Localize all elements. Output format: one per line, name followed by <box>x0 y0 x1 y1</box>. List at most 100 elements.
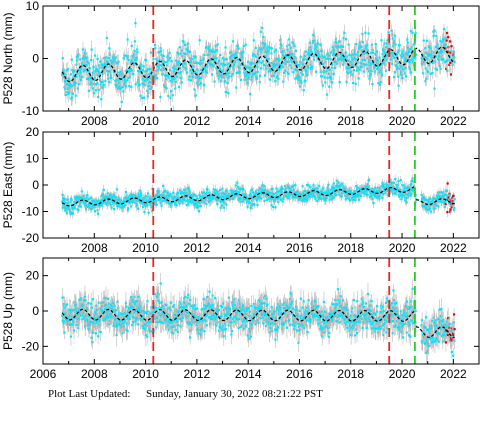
data-point <box>106 37 108 39</box>
x-tick-label: 2008 <box>81 114 108 128</box>
data-point <box>264 74 266 76</box>
data-point <box>314 198 316 200</box>
data-point <box>405 75 407 77</box>
data-point <box>236 182 238 184</box>
data-point <box>108 47 110 49</box>
data-point <box>117 87 119 89</box>
data-point <box>172 192 174 194</box>
data-point <box>178 53 180 55</box>
data-point <box>134 22 136 24</box>
data-point <box>364 59 366 61</box>
data-point <box>441 51 443 53</box>
data-point <box>100 98 102 100</box>
data-point <box>139 95 141 97</box>
data-point <box>135 83 137 85</box>
data-point <box>203 191 205 193</box>
x-tick-label: 2016 <box>286 114 313 128</box>
data-point <box>272 206 274 208</box>
data-point <box>388 31 390 33</box>
data-point <box>87 62 89 64</box>
data-point <box>380 39 382 41</box>
data-point <box>390 52 392 54</box>
data-point <box>148 85 150 87</box>
data-point <box>237 186 239 188</box>
data-point <box>189 51 191 53</box>
data-point <box>103 189 105 191</box>
data-point <box>225 203 227 205</box>
data-point <box>312 184 314 186</box>
data-point <box>238 47 240 49</box>
data-point <box>342 46 344 48</box>
outlier-point <box>447 36 449 38</box>
data-point <box>147 68 149 70</box>
data-point <box>86 194 88 196</box>
data-point <box>94 55 96 57</box>
data-point <box>68 91 70 93</box>
data-point <box>269 47 271 49</box>
data-point <box>123 57 125 59</box>
data-point <box>121 101 123 103</box>
data-point <box>265 67 267 69</box>
data-point <box>410 71 412 73</box>
data-point <box>194 55 196 57</box>
data-point <box>221 204 223 206</box>
data-point <box>167 59 169 61</box>
data-point <box>411 32 413 34</box>
data-point <box>184 53 186 55</box>
data-point <box>143 65 145 67</box>
data-point <box>349 199 351 201</box>
data-point <box>260 31 262 33</box>
data-point <box>75 95 77 97</box>
data-point <box>328 86 330 88</box>
data-point <box>242 188 244 190</box>
data-point <box>319 44 321 46</box>
data-point <box>143 97 145 99</box>
data-point <box>365 64 367 66</box>
data-point <box>326 94 328 96</box>
data-point <box>442 59 444 61</box>
data-point <box>350 71 352 73</box>
data-point <box>339 81 341 83</box>
data-point <box>294 184 296 186</box>
x-tick-label: 2010 <box>132 114 159 128</box>
data-point <box>71 58 73 60</box>
data-point <box>216 203 218 205</box>
data-point <box>348 54 350 56</box>
data-point <box>259 75 261 77</box>
data-point <box>143 211 145 213</box>
data-point <box>294 77 296 79</box>
data-point <box>356 69 358 71</box>
data-point <box>125 55 127 57</box>
data-point <box>397 66 399 68</box>
data-point <box>258 60 260 62</box>
data-point <box>425 67 427 69</box>
data-point <box>401 77 403 79</box>
data-point <box>72 93 74 95</box>
data-point <box>271 47 273 49</box>
data-point <box>443 28 445 30</box>
data-point <box>249 93 251 95</box>
data-point <box>317 42 319 44</box>
data-point <box>169 69 171 71</box>
data-point <box>423 40 425 42</box>
data-point <box>170 193 172 195</box>
data-point <box>282 188 284 190</box>
data-point <box>293 45 295 47</box>
data-point <box>162 185 164 187</box>
data-point <box>67 68 69 70</box>
data-point <box>221 188 223 190</box>
data-point <box>132 73 134 75</box>
y-tick-label: -10 <box>22 104 40 118</box>
plot-area <box>61 6 456 117</box>
data-point <box>117 71 119 73</box>
data-point <box>175 81 177 83</box>
data-point <box>391 63 393 65</box>
data-point <box>275 187 277 189</box>
data-point <box>176 75 178 77</box>
data-point <box>439 40 441 42</box>
data-point <box>364 32 366 34</box>
data-point <box>277 78 279 80</box>
data-point <box>220 63 222 65</box>
data-point <box>171 60 173 62</box>
